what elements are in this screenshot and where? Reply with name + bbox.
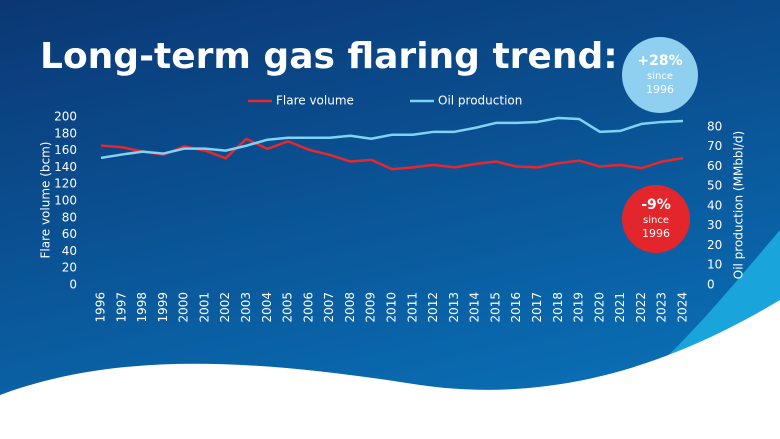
- y-tick-label: 180: [54, 126, 77, 140]
- x-tick-label: 1997: [114, 292, 128, 323]
- x-tick-label: 2017: [530, 292, 544, 323]
- x-tick-label: 2000: [177, 292, 191, 323]
- x-tick-label: 2011: [405, 292, 419, 323]
- y2-axis-label: Oil production (MMbbl/d): [732, 131, 746, 279]
- x-tick-label: 1998: [135, 292, 149, 323]
- badge-text: since: [643, 215, 669, 226]
- x-tick-label: 2021: [613, 292, 627, 323]
- badge-value: +28%: [637, 53, 682, 69]
- x-tick-label: 2022: [634, 292, 648, 323]
- y-tick-label: 120: [54, 177, 77, 191]
- x-tick-label: 2014: [468, 292, 482, 323]
- x-tick-label: 2002: [218, 292, 232, 323]
- y-tick-label: 160: [54, 143, 77, 157]
- x-tick-label: 2019: [572, 292, 586, 323]
- y-tick-label: 100: [54, 194, 77, 208]
- x-tick-label: 2005: [281, 292, 295, 323]
- y2-tick-label: 70: [707, 139, 722, 153]
- x-tick-label: 1999: [156, 292, 170, 323]
- x-tick-label: 2010: [385, 292, 399, 323]
- legend-label: Flare volume: [276, 94, 354, 108]
- badge-value: -9%: [641, 197, 671, 213]
- legend-label: Oil production: [438, 94, 522, 108]
- x-tick-label: 2003: [239, 292, 253, 323]
- chart-title: Long-term gas flaring trend:: [40, 36, 618, 77]
- x-tick-label: 2001: [197, 292, 211, 323]
- y2-tick-label: 80: [707, 119, 722, 133]
- badge: [622, 37, 698, 113]
- x-tick-label: 2024: [676, 292, 690, 323]
- x-tick-label: 2020: [592, 292, 606, 323]
- x-tick-label: 2009: [364, 292, 378, 323]
- x-tick-label: 2007: [322, 292, 336, 323]
- y-tick-label: 140: [54, 160, 77, 174]
- y2-tick-label: 50: [707, 179, 722, 193]
- y-tick-label: 20: [62, 261, 77, 275]
- y-tick-label: 80: [62, 210, 77, 224]
- wave: [0, 300, 780, 439]
- y-tick-label: 0: [69, 278, 77, 292]
- series-line: [100, 116, 684, 160]
- x-tick-label: 2015: [488, 292, 502, 323]
- badge-text: since: [647, 71, 673, 82]
- y2-tick-label: 40: [707, 198, 722, 212]
- x-tick-label: 2008: [343, 292, 357, 323]
- y-axis-label: Flare volume (bcm): [39, 142, 53, 259]
- badge-text: 1996: [646, 83, 674, 96]
- x-tick-label: 2006: [301, 292, 315, 323]
- y-tick-label: 40: [62, 244, 77, 258]
- y2-tick-label: 10: [707, 258, 722, 272]
- y2-tick-label: 30: [707, 218, 722, 232]
- y-tick-label: 200: [54, 110, 77, 124]
- x-tick-label: 2023: [655, 292, 669, 323]
- x-tick-label: 2013: [447, 292, 461, 323]
- badge-text: 1996: [642, 227, 670, 240]
- y2-tick-label: 20: [707, 238, 722, 252]
- x-tick-label: 2012: [426, 292, 440, 323]
- x-tick-label: 1996: [94, 292, 108, 323]
- y-tick-label: 60: [62, 227, 77, 241]
- x-tick-label: 2018: [551, 292, 565, 323]
- x-tick-label: 2004: [260, 292, 274, 323]
- badge: [622, 185, 690, 253]
- y2-tick-label: 60: [707, 159, 722, 173]
- x-tick-label: 2016: [509, 292, 523, 323]
- y2-tick-label: 0: [707, 278, 715, 292]
